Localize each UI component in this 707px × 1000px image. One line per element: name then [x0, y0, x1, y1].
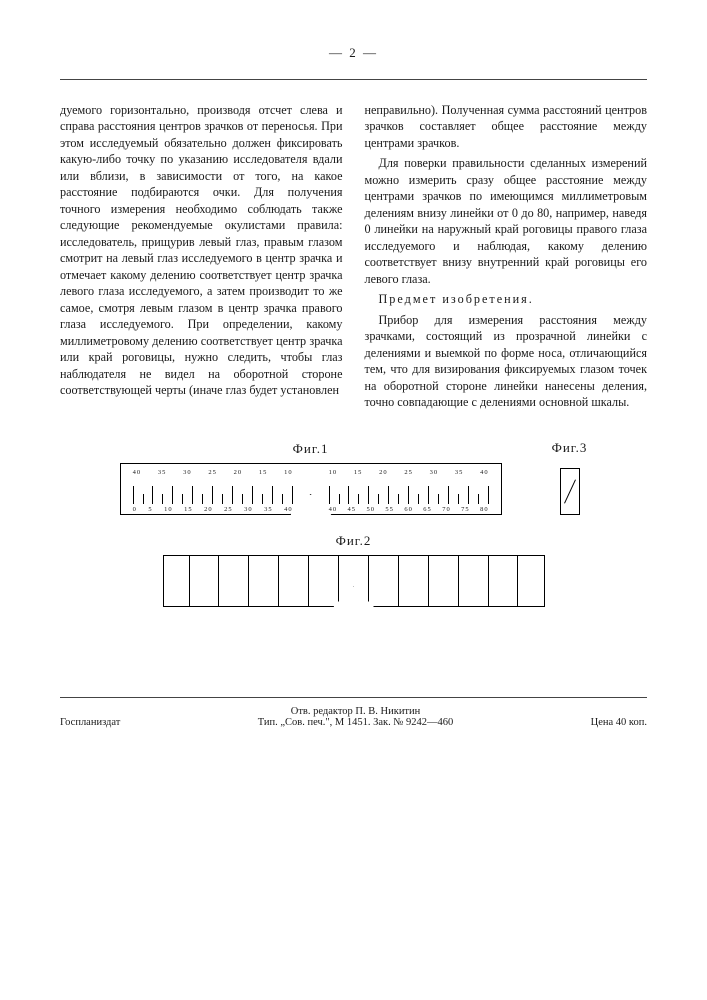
body-text: Прибор для измерения расстояния между зр… — [365, 312, 648, 411]
bottom-rule — [60, 697, 647, 698]
fig3-shape — [560, 468, 580, 515]
fig3-block: Фиг.3 — [552, 440, 588, 515]
fig1-top-right: 10 15 20 25 30 35 40 — [329, 469, 489, 476]
nose-notch — [290, 494, 332, 515]
page-number: — 2 — — [60, 45, 647, 61]
footer: Госпланиздат Отв. редактор П. В. Никитин… — [60, 706, 647, 728]
fig-row-1: Фиг.1 10 15 20 25 30 35 40 10 15 20 — [120, 440, 588, 515]
fig3-label: Фиг.3 — [552, 440, 588, 456]
fig1-ticks-left — [133, 482, 293, 504]
footer-center: Отв. редактор П. В. Никитин Тип. „Сов. п… — [120, 706, 590, 728]
fig1-top-left: 10 15 20 25 30 35 40 — [133, 469, 293, 476]
fig1-ticks-right — [329, 482, 489, 504]
figures-area: Фиг.1 10 15 20 25 30 35 40 10 15 20 — [60, 440, 647, 607]
fig2-block: Фиг.2 — [163, 533, 545, 607]
top-rule — [60, 79, 647, 80]
fig2-ruler — [163, 555, 545, 607]
fig1-bot-left: 0 5 10 15 20 25 30 35 40 — [133, 506, 293, 513]
text-columns: дуемого горизонтально, производя отсчет … — [60, 102, 647, 410]
subject-heading: Предмет изобретения. — [365, 291, 648, 307]
fig1-label: Фиг.1 — [293, 441, 329, 457]
footer-left: Госпланиздат — [60, 717, 120, 728]
footer-right: Цена 40 коп. — [591, 717, 647, 728]
fig1-ruler: 10 15 20 25 30 35 40 10 15 20 25 30 — [120, 463, 502, 515]
fig2-label: Фиг.2 — [336, 533, 372, 549]
body-text: неправильно). Полученная сумма расстояни… — [365, 102, 648, 151]
page: — 2 — дуемого горизонтально, производя о… — [0, 0, 707, 1000]
fig1-bot-right: 40 45 50 55 60 65 70 75 80 — [329, 506, 489, 513]
body-text: Для поверки правильности сделанных измер… — [365, 155, 648, 287]
right-column: неправильно). Полученная сумма расстояни… — [365, 102, 648, 410]
body-text: дуемого горизонтально, производя отсчет … — [60, 102, 343, 398]
fig1-block: Фиг.1 10 15 20 25 30 35 40 10 15 20 — [120, 441, 502, 515]
left-column: дуемого горизонтально, производя отсчет … — [60, 102, 343, 410]
